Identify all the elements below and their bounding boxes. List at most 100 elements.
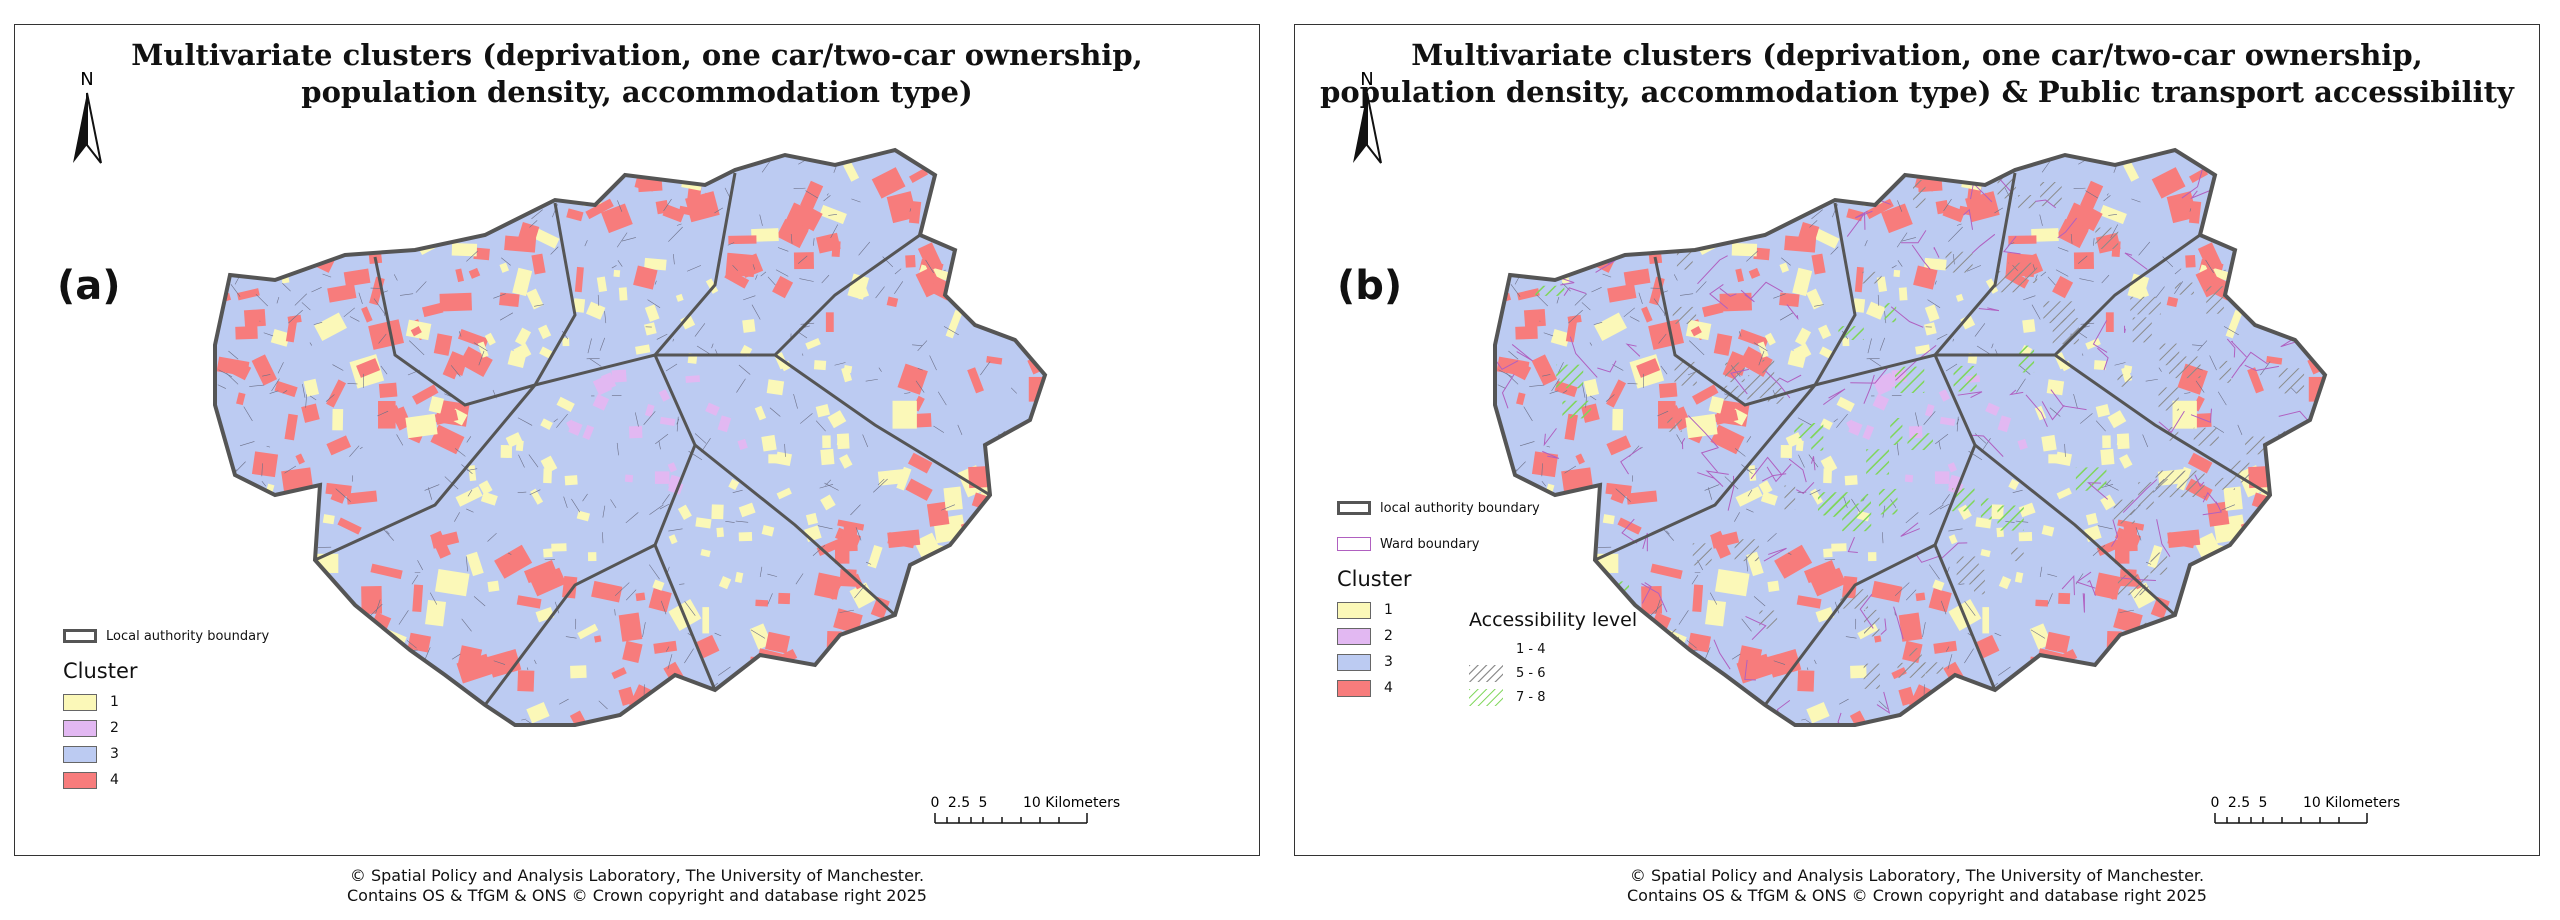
accessibility-area [2043,301,2075,324]
small-area-boundary [1658,702,1669,709]
small-area-boundary [411,574,419,585]
map-area [885,629,916,647]
map-area [2045,631,2071,654]
map-area [1867,552,1877,562]
map-area [507,350,527,369]
small-area-boundary [1809,220,1818,228]
map-area [487,580,500,592]
small-area-boundary [2040,271,2047,277]
small-area-boundary [1519,441,1535,447]
small-area-boundary [1879,337,1886,351]
map-area [913,413,932,428]
small-area-boundary [834,362,846,366]
map-area [2042,663,2054,680]
map-area [551,543,567,552]
small-area-boundary [926,620,939,627]
map-area [1687,632,1712,653]
ward-boundary [2034,733,2046,769]
small-area-boundary [2206,620,2219,627]
small-area-boundary [1011,515,1022,524]
map-area [1555,497,1593,534]
map-area [1495,706,1509,725]
ward-boundary [1854,210,1873,219]
legend-accessibility: Accessibility level 1 - 4 5 - 6 7 - 8 [1469,599,1637,709]
map-area [2007,702,2028,725]
map-area [2247,199,2275,222]
small-area-boundary [816,697,824,711]
small-area-boundary [1526,198,1532,208]
small-area-boundary [461,618,472,632]
small-area-boundary [614,582,630,597]
map-area [431,531,460,549]
map-area [754,405,767,421]
map-area [618,612,643,642]
small-area-boundary [2106,193,2109,196]
small-area-boundary [239,441,255,447]
small-area-boundary [830,733,837,743]
small-area-boundary [948,672,961,683]
map-area [1005,631,1028,641]
map-area [815,404,831,418]
small-area-boundary [902,613,906,622]
small-area-boundary [1649,603,1663,617]
map-area [658,389,671,402]
map-area [1924,404,1935,417]
small-area-boundary [823,195,831,202]
map-area [1737,645,1763,671]
small-area-boundary [2298,307,2314,319]
small-area-boundary [2016,378,2026,393]
ward-boundary [1850,366,1890,384]
map-area [2094,572,2122,600]
small-area-boundary [228,350,239,360]
map-area [325,482,352,497]
small-area-boundary [2222,622,2224,624]
small-area-boundary [604,311,607,324]
map-area [2206,501,2230,527]
map-area [2100,448,2115,466]
small-area-boundary [1495,490,1508,493]
map-area [1846,208,1864,222]
map-area [404,687,426,695]
small-area-boundary [725,521,735,523]
small-area-boundary [2228,672,2241,683]
map-area [1758,480,1773,495]
small-area-boundary [2145,561,2152,565]
map-area [434,568,470,597]
small-area-boundary [1963,705,1979,719]
small-area-boundary [873,478,888,493]
small-area-boundary [1653,298,1665,314]
small-area-boundary [1787,552,1792,555]
map-area [566,208,584,222]
ward-boundary [2035,199,2057,209]
small-area-boundary [2142,434,2149,448]
map-area [412,690,428,720]
map-area [765,631,791,654]
map-area [2080,180,2104,211]
map-area [385,226,414,246]
small-area-boundary [718,666,731,676]
small-area-boundary [367,648,382,655]
map-area [1605,482,1632,497]
small-area-boundary [2023,295,2036,301]
small-area-boundary [450,365,461,377]
map-area [751,228,779,242]
map-area [407,632,432,653]
map-area [2116,665,2134,683]
map-area [716,527,724,538]
legend-boundary-swatch [63,629,97,643]
ward-boundary [2122,479,2158,513]
accessibility-area [1945,251,1973,273]
ward-boundary [1569,336,1598,378]
map-area [2281,592,2293,620]
map-area [945,309,963,339]
ward-boundary [1692,202,1717,229]
map-area [2110,720,2128,725]
small-area-boundary [1498,369,1513,377]
small-area-boundary [2243,624,2247,628]
small-area-boundary [2215,201,2227,204]
map-area [1806,701,1830,724]
map-area [562,337,570,347]
small-area-boundary [760,271,767,277]
small-area-boundary [659,503,670,510]
ward-boundary [2313,432,2325,454]
